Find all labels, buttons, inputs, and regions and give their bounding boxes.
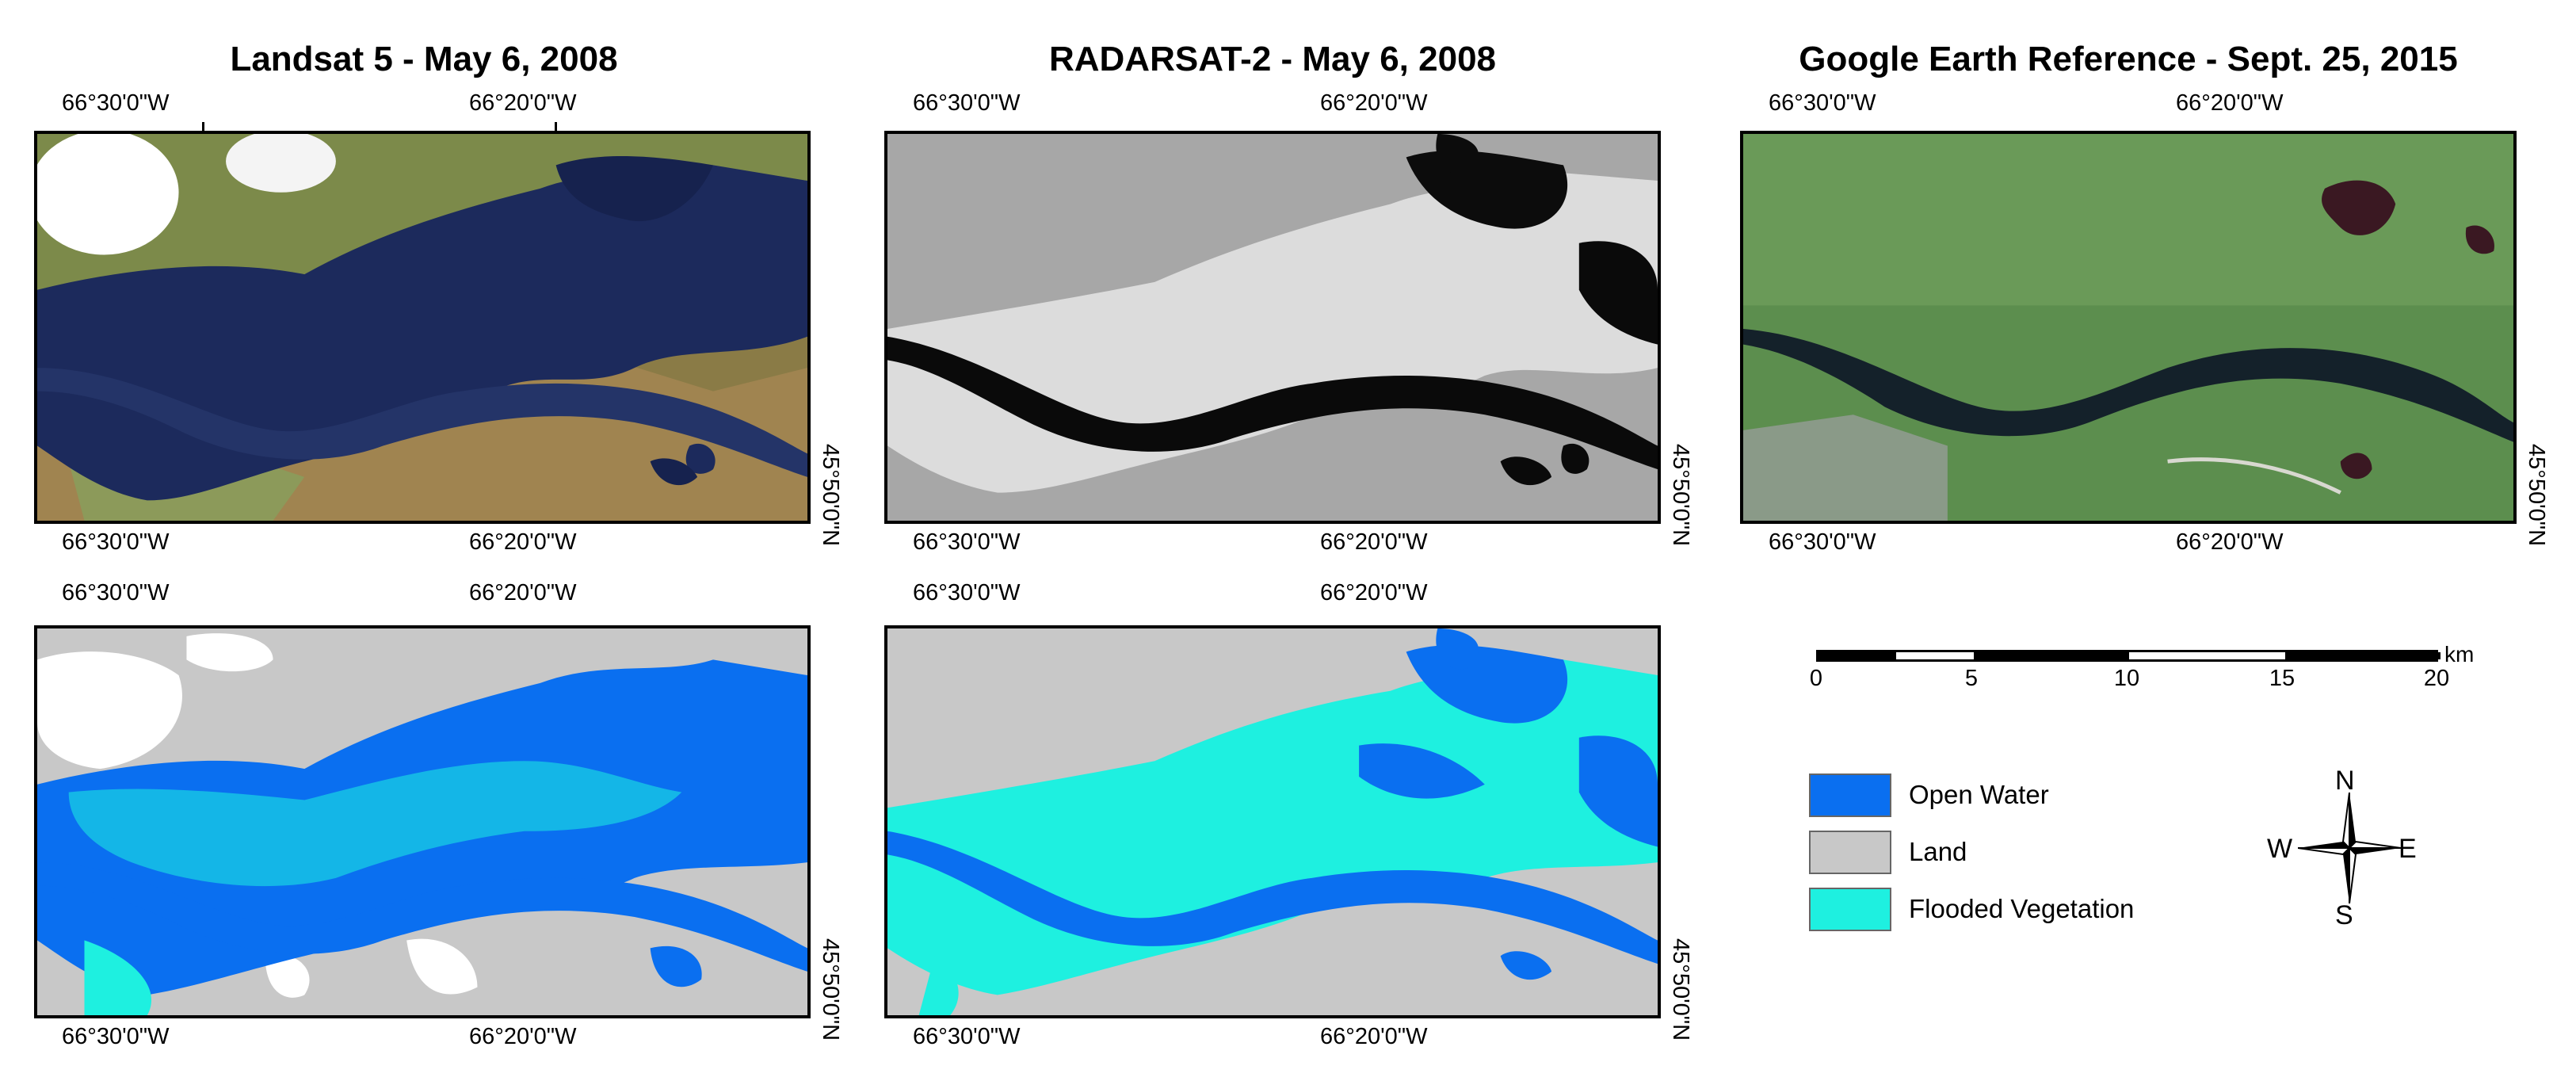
scale-tick-20: 20 [2423, 666, 2450, 691]
tick-top-1 [202, 122, 204, 132]
compass-rose-icon [2298, 793, 2401, 903]
lon-label-bottom-mid: 66°20'0"W [469, 1024, 577, 1049]
legend-label-open-water: Open Water [1909, 780, 2049, 809]
lat-label-right: 45°50'0"N [2524, 444, 2549, 547]
landsat-panel-title: Landsat 5 - May 6, 2008 [230, 40, 618, 78]
radarsat-map-svg [887, 134, 1658, 521]
lon-label-bottom-mid: 66°20'0"W [1320, 529, 1428, 555]
google-earth-map-image [1740, 131, 2517, 524]
lon-label-top-mid: 66°20'0"W [1320, 580, 1428, 605]
scale-tick-5: 5 [1964, 666, 1979, 691]
tick-top-2 [555, 122, 557, 132]
landsat-classification-svg [37, 628, 807, 1015]
lon-label-bottom-mid: 66°20'0"W [1320, 1024, 1428, 1049]
lon-label-bottom-left: 66°30'0"W [62, 529, 170, 555]
legend-swatch-open-water [1809, 774, 1891, 817]
lon-label-top-mid: 66°20'0"W [469, 90, 577, 116]
legend-label-land: Land [1909, 837, 1967, 866]
legend-swatch-flooded-vegetation [1809, 888, 1891, 931]
lon-label-bottom-left: 66°30'0"W [1769, 529, 1876, 555]
lon-label-bottom-left: 66°30'0"W [913, 1024, 1021, 1049]
lon-label-top-left: 66°30'0"W [62, 90, 170, 116]
radarsat-classification-svg [887, 628, 1658, 1015]
compass-west-label: W [2267, 834, 2293, 864]
lat-label-right: 45°50'0"N [818, 444, 843, 547]
google-earth-panel-title: Google Earth Reference - Sept. 25, 2015 [1799, 40, 2458, 78]
compass-east-label: E [2399, 834, 2417, 864]
scale-bar-segments [1816, 650, 2441, 662]
lon-label-bottom-left: 66°30'0"W [62, 1024, 170, 1049]
lat-label-right: 45°50'0"N [1668, 444, 1693, 547]
lat-label-right: 45°50'0"N [818, 938, 843, 1041]
radarsat-panel-title: RADARSAT-2 - May 6, 2008 [1048, 40, 1497, 78]
radarsat-map-image [884, 131, 1661, 524]
lon-label-top-mid: 66°20'0"W [2176, 90, 2284, 116]
lat-label-right: 45°50'0"N [1668, 938, 1693, 1041]
lon-label-top-mid: 66°20'0"W [1320, 90, 1428, 116]
lon-label-top-left: 66°30'0"W [62, 580, 170, 605]
landsat-map-image [34, 131, 811, 524]
landsat-map-svg [37, 134, 807, 521]
lon-label-bottom-mid: 66°20'0"W [2176, 529, 2284, 555]
scale-tick-0: 0 [1809, 666, 1823, 691]
scale-segment-black-2 [1974, 652, 2129, 659]
radarsat-classification-map [884, 625, 1661, 1018]
compass-south-label: S [2335, 900, 2353, 930]
legend-label-flooded-vegetation: Flooded Vegetation [1909, 894, 2135, 923]
scale-segment-black-1 [1818, 652, 1896, 659]
scale-segment-black-3 [2285, 652, 2441, 659]
scale-tick-15: 15 [2269, 666, 2296, 691]
lon-label-bottom-left: 66°30'0"W [913, 529, 1021, 555]
lon-label-top-left: 66°30'0"W [1769, 90, 1876, 116]
scale-unit: km [2444, 642, 2475, 667]
lon-label-top-mid: 66°20'0"W [469, 580, 577, 605]
lon-label-bottom-mid: 66°20'0"W [469, 529, 577, 555]
landsat-classification-map [34, 625, 811, 1018]
compass-north-label: N [2335, 766, 2355, 796]
google-earth-map-svg [1743, 134, 2513, 521]
legend-swatch-land [1809, 831, 1891, 874]
lon-label-top-left: 66°30'0"W [913, 580, 1021, 605]
lon-label-top-left: 66°30'0"W [913, 90, 1021, 116]
scale-tick-10: 10 [2113, 666, 2140, 691]
